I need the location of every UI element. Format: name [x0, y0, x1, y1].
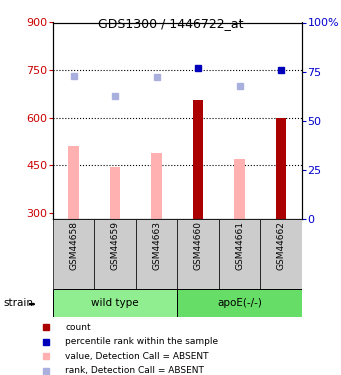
Bar	[110, 167, 120, 219]
Bar	[53, 219, 94, 289]
Text: GSM44661: GSM44661	[235, 222, 244, 270]
Text: strain: strain	[3, 298, 33, 308]
Text: GSM44658: GSM44658	[69, 222, 78, 270]
Bar	[193, 100, 203, 219]
Bar	[177, 219, 219, 289]
Bar	[151, 153, 162, 219]
Text: apoE(-/-): apoE(-/-)	[217, 298, 262, 308]
Text: value, Detection Call = ABSENT: value, Detection Call = ABSENT	[65, 352, 209, 361]
Text: GDS1300 / 1446722_at: GDS1300 / 1446722_at	[98, 17, 243, 30]
Bar	[69, 146, 79, 219]
Bar	[136, 219, 177, 289]
Bar	[260, 219, 302, 289]
Text: GSM44663: GSM44663	[152, 222, 161, 270]
Bar	[219, 219, 260, 289]
FancyArrow shape	[29, 303, 35, 305]
Text: percentile rank within the sample: percentile rank within the sample	[65, 337, 218, 346]
Bar	[276, 118, 286, 219]
Text: GSM44660: GSM44660	[194, 222, 203, 270]
Bar	[234, 159, 245, 219]
Bar	[177, 289, 302, 317]
Text: count: count	[65, 322, 91, 332]
Text: rank, Detection Call = ABSENT: rank, Detection Call = ABSENT	[65, 366, 204, 375]
Text: GSM44662: GSM44662	[277, 222, 285, 270]
Text: GSM44659: GSM44659	[110, 222, 120, 270]
Bar	[53, 289, 177, 317]
Text: wild type: wild type	[91, 298, 139, 308]
Bar	[94, 219, 136, 289]
